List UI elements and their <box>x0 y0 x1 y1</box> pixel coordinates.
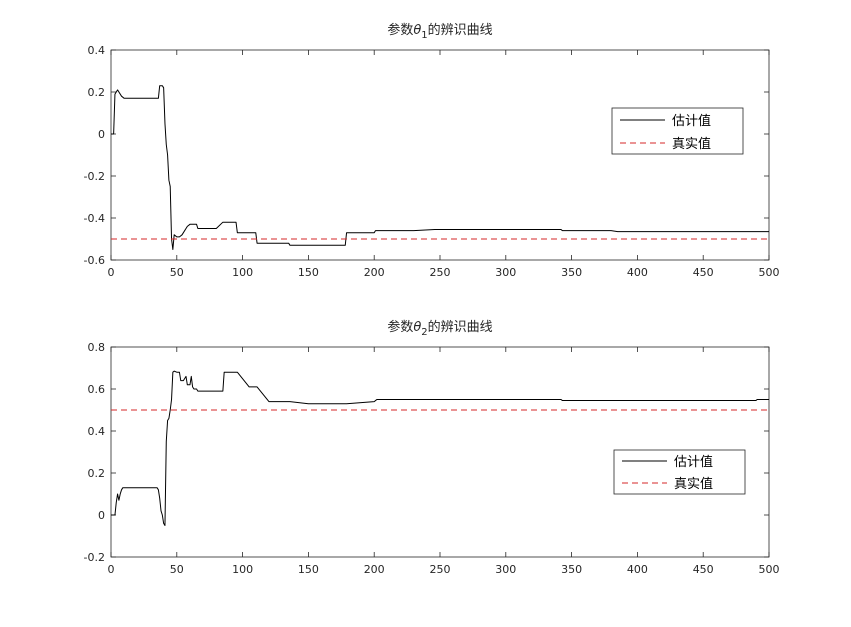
x-tick-label: 450 <box>693 563 714 576</box>
title-suffix: 的辨识曲线 <box>428 319 493 335</box>
x-tick-label: 450 <box>693 266 714 279</box>
y-tick-label: -0.6 <box>84 254 105 267</box>
legend-label-true: 真实值 <box>672 136 711 152</box>
x-tick-label: 50 <box>170 266 184 279</box>
x-tick-label: 100 <box>232 266 253 279</box>
x-tick-label: 0 <box>108 266 115 279</box>
y-axis: -0.2 0 0.2 0.4 0.6 0.8 <box>84 341 769 564</box>
x-tick-label: 300 <box>495 266 516 279</box>
legend-label-estimate: 估计值 <box>672 113 711 129</box>
x-tick-label: 250 <box>430 266 451 279</box>
y-tick-label: 0.4 <box>88 44 106 57</box>
chart-theta2: 参数θ2的辨识曲线 0 50 100 150 200 250 300 350 400 450 500… <box>84 319 780 576</box>
x-tick-label: 500 <box>759 563 780 576</box>
y-axis: -0.6 -0.4 -0.2 0 0.2 0.4 <box>84 44 769 267</box>
y-tick-label: 0.2 <box>88 86 106 99</box>
title-prefix: 参数 <box>387 319 413 335</box>
legend-label-estimate: 估计值 <box>674 454 713 470</box>
x-tick-label: 150 <box>298 563 319 576</box>
x-tick-label: 50 <box>170 563 184 576</box>
x-tick-label: 150 <box>298 266 319 279</box>
title-symbol: θ <box>413 23 421 38</box>
x-tick-label: 300 <box>495 563 516 576</box>
series-line-estimate <box>111 85 769 250</box>
title-suffix: 的辨识曲线 <box>428 22 493 38</box>
y-tick-label: 0.4 <box>88 425 106 438</box>
chart-title: 参数θ2的辨识曲线 <box>387 319 492 338</box>
title-symbol: θ <box>413 320 421 335</box>
series-layer <box>111 370 769 526</box>
legend: 估计值 真实值 <box>613 449 746 495</box>
title-subscript: 1 <box>421 30 427 41</box>
y-tick-label: -0.2 <box>84 170 105 183</box>
x-tick-label: 500 <box>759 266 780 279</box>
x-tick-label: 350 <box>561 266 582 279</box>
title-prefix: 参数 <box>387 22 413 38</box>
x-tick-label: 350 <box>561 563 582 576</box>
y-tick-label: 0.2 <box>88 467 106 480</box>
chart-title: 参数θ1的辨识曲线 <box>387 22 492 41</box>
legend-box <box>611 107 744 155</box>
legend-box <box>613 449 746 495</box>
x-tick-label: 200 <box>364 266 385 279</box>
series-layer <box>111 85 769 250</box>
x-tick-label: 0 <box>108 563 115 576</box>
legend: 估计值 真实值 <box>611 107 744 155</box>
x-tick-label: 200 <box>364 563 385 576</box>
legend-label-true: 真实值 <box>674 476 713 492</box>
x-tick-label: 100 <box>232 563 253 576</box>
y-tick-label: 0.6 <box>88 383 106 396</box>
y-tick-label: -0.2 <box>84 551 105 564</box>
x-axis: 0 50 100 150 200 250 300 350 400 450 500 <box>108 347 780 576</box>
y-tick-label: 0.8 <box>88 341 106 354</box>
chart-theta1: 参数θ1的辨识曲线 0 50 100 150 200 250 300 350 400 450 500… <box>84 22 780 279</box>
x-tick-label: 400 <box>627 266 648 279</box>
y-tick-label: 0 <box>98 509 105 522</box>
y-tick-label: 0 <box>98 128 105 141</box>
x-tick-label: 400 <box>627 563 648 576</box>
series-line-estimate <box>111 370 769 526</box>
x-tick-label: 250 <box>430 563 451 576</box>
y-tick-label: -0.4 <box>84 212 105 225</box>
x-axis: 0 50 100 150 200 250 300 350 400 450 500 <box>108 50 780 279</box>
title-subscript: 2 <box>421 327 427 338</box>
